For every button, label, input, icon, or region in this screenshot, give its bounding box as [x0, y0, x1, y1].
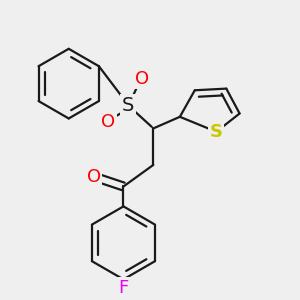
Text: F: F: [118, 279, 129, 297]
Text: O: O: [135, 70, 149, 88]
Text: S: S: [122, 96, 135, 115]
Text: O: O: [86, 167, 101, 185]
Text: S: S: [210, 123, 223, 141]
Text: O: O: [101, 113, 116, 131]
